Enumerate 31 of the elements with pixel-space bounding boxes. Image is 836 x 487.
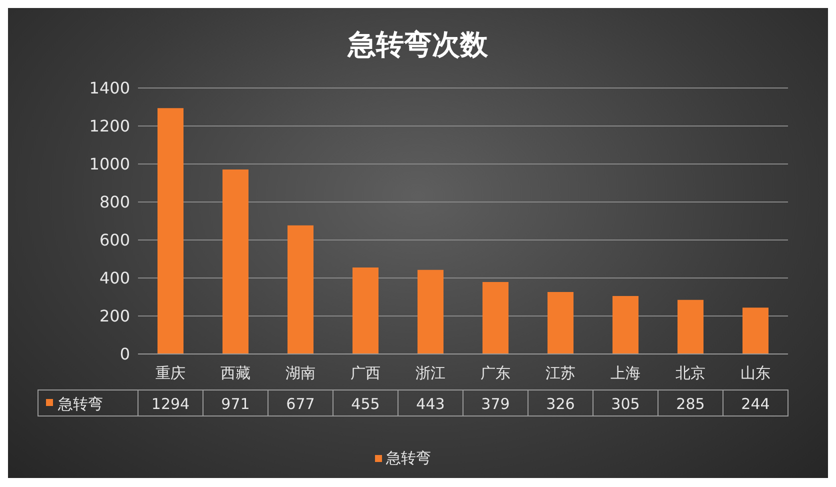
data-label: 326 (546, 395, 575, 413)
chart-title: 急转弯次数 (346, 27, 489, 63)
x-tick-label: 北京 (676, 364, 706, 382)
data-label: 285 (676, 395, 705, 413)
x-tick-label: 广西 (350, 364, 380, 382)
data-label: 379 (481, 395, 510, 413)
x-tick-label: 西藏 (220, 364, 250, 382)
y-tick-label: 600 (99, 230, 130, 250)
x-tick-label: 重庆 (156, 364, 186, 382)
data-label: 971 (221, 395, 250, 413)
y-tick-label: 0 (120, 344, 130, 364)
data-label: 1294 (151, 395, 190, 413)
data-label: 455 (351, 395, 380, 413)
y-tick-label: 200 (99, 306, 130, 326)
data-label: 305 (611, 395, 640, 413)
y-tick-label: 800 (99, 192, 130, 212)
x-tick-label: 浙江 (416, 364, 446, 382)
x-tick-label: 上海 (610, 364, 640, 382)
y-tick-label: 1200 (89, 116, 130, 136)
y-tick-label: 400 (99, 268, 130, 288)
y-tick-label: 1400 (89, 78, 130, 98)
data-label: 244 (741, 395, 770, 413)
text: 急转弯 (386, 449, 431, 467)
x-tick-label: 江苏 (546, 364, 576, 382)
x-tick-label: 湖南 (286, 364, 316, 382)
y-tick-label: 1000 (89, 154, 130, 174)
x-tick-label: 广东 (480, 364, 510, 382)
x-tick-label: 山东 (740, 364, 770, 382)
legend-label: 急转弯 (57, 395, 103, 413)
data-label: 443 (416, 395, 445, 413)
data-label: 677 (286, 395, 315, 413)
